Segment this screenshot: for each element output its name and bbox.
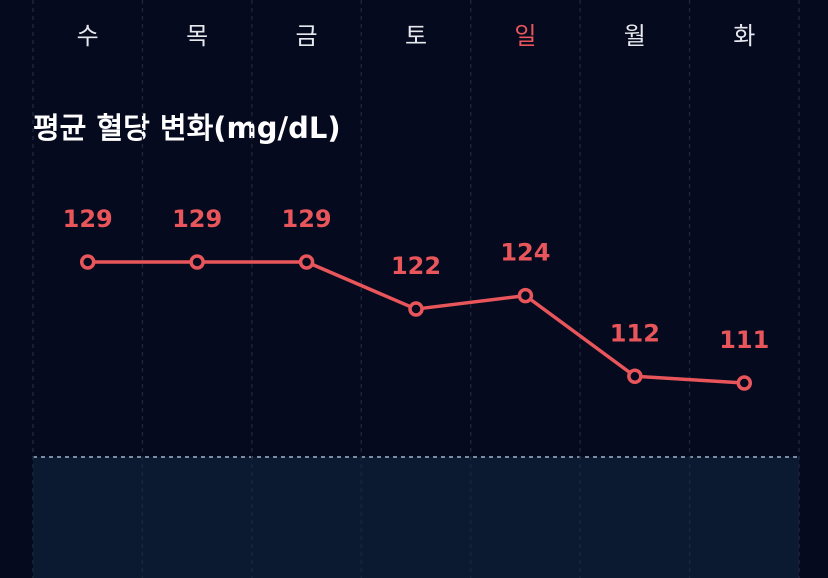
data-point	[189, 254, 205, 270]
value-label: 129	[63, 205, 113, 233]
value-label: 129	[172, 205, 222, 233]
day-label: 월	[624, 22, 646, 50]
value-label: 122	[391, 252, 441, 280]
day-label: 수	[77, 22, 99, 50]
value-label: 112	[610, 319, 660, 347]
value-label: 129	[282, 205, 332, 233]
target-band	[33, 457, 799, 578]
data-point	[298, 254, 315, 270]
day-label: 목	[186, 22, 208, 50]
value-label: 111	[719, 326, 769, 354]
day-label: 화	[733, 22, 755, 50]
data-point	[408, 301, 424, 317]
chart-title: 평균 혈당 변화(mg/dL)	[33, 111, 341, 145]
data-point	[736, 375, 753, 391]
day-label: 일	[514, 22, 536, 50]
data-point	[517, 287, 534, 304]
day-label: 금	[296, 22, 318, 50]
day-label: 토	[405, 22, 427, 50]
value-label: 124	[500, 239, 550, 267]
data-point	[79, 254, 96, 270]
data-point	[627, 368, 643, 385]
